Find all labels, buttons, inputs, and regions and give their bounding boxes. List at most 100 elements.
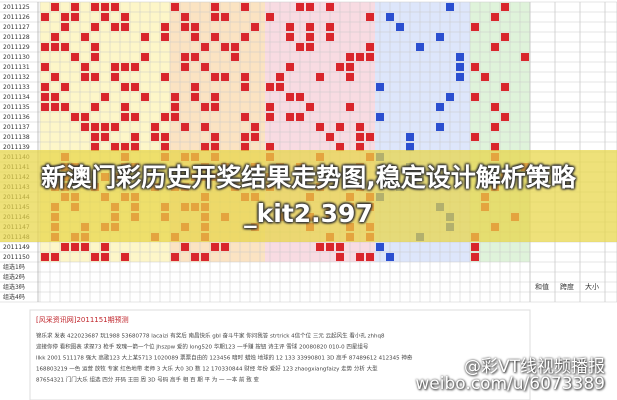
marker: [181, 243, 189, 251]
marker: [81, 63, 89, 71]
marker: [501, 3, 509, 11]
marker: [336, 63, 344, 71]
marker: [251, 23, 259, 31]
marker: [241, 33, 249, 41]
marker: [91, 103, 99, 111]
marker: [221, 73, 229, 81]
marker: [91, 143, 99, 151]
row-label: 2011129: [3, 44, 30, 51]
marker: [121, 63, 129, 71]
marker: [471, 63, 479, 71]
marker: [101, 123, 109, 131]
marker: [121, 13, 129, 21]
marker: [41, 253, 49, 261]
marker: [101, 253, 109, 261]
summary-header: 和值: [535, 282, 549, 291]
marker: [201, 253, 209, 261]
marker: [81, 113, 89, 121]
marker: [211, 33, 219, 41]
marker: [101, 133, 109, 141]
marker: [171, 103, 179, 111]
marker: [91, 43, 99, 51]
marker: [91, 53, 99, 61]
marker: [296, 93, 304, 101]
marker: [456, 53, 464, 61]
marker: [111, 63, 119, 71]
marker: [406, 143, 414, 151]
marker: [141, 33, 149, 41]
marker: [151, 133, 159, 141]
marker: [111, 73, 119, 81]
watermark-handle: @彩VT线视频播报: [463, 357, 605, 377]
marker: [336, 143, 344, 151]
marker: [61, 243, 69, 251]
marker: [51, 93, 59, 101]
marker: [211, 243, 219, 251]
row-label: 2011130: [3, 54, 30, 61]
marker: [286, 93, 294, 101]
marker: [306, 43, 314, 51]
marker: [71, 13, 79, 21]
marker: [121, 83, 129, 91]
marker: [181, 23, 189, 31]
marker: [316, 123, 324, 131]
row-label: 2011138: [3, 134, 30, 141]
marker: [471, 23, 479, 31]
marker: [91, 253, 99, 261]
marker: [221, 43, 229, 51]
marker: [221, 243, 229, 251]
marker: [131, 143, 139, 151]
marker: [366, 253, 374, 261]
marker: [171, 113, 179, 121]
marker: [121, 143, 129, 151]
marker: [436, 123, 444, 131]
marker: [241, 3, 249, 11]
marker: [61, 23, 69, 31]
marker: [491, 13, 499, 21]
marker: [61, 13, 69, 21]
marker: [471, 133, 479, 141]
row-label: 2011149: [3, 244, 30, 251]
marker: [481, 73, 489, 81]
marker: [161, 73, 169, 81]
marker: [131, 63, 139, 71]
marker: [51, 33, 59, 41]
marker: [306, 3, 314, 11]
marker: [161, 23, 169, 31]
marker: [81, 243, 89, 251]
marker: [376, 83, 384, 91]
marker: [101, 3, 109, 11]
marker: [326, 133, 334, 141]
marker: [306, 103, 314, 111]
notice-line: 168803219 一色 运营 放牧 专家 红色地带 老师 3 大乐 大0 3D…: [36, 365, 378, 373]
marker: [41, 13, 49, 21]
marker: [326, 33, 334, 41]
marker: [171, 93, 179, 101]
watermark-url: weibo.com/u/6073389: [415, 374, 605, 394]
marker: [446, 3, 454, 11]
marker: [266, 103, 274, 111]
marker: [71, 113, 79, 121]
marker: [161, 133, 169, 141]
marker: [171, 253, 179, 261]
marker: [336, 243, 344, 251]
marker: [241, 73, 249, 81]
marker: [456, 63, 464, 71]
marker: [191, 253, 199, 261]
marker: [326, 23, 334, 31]
marker: [131, 113, 139, 121]
row-label: 2011126: [3, 14, 30, 21]
marker: [81, 33, 89, 41]
marker: [306, 33, 314, 41]
marker: [356, 133, 364, 141]
marker: [51, 43, 59, 51]
marker: [456, 73, 464, 81]
marker: [91, 73, 99, 81]
marker: [356, 123, 364, 131]
marker: [211, 3, 219, 11]
row-label: 2011128: [3, 34, 30, 41]
marker: [296, 3, 304, 11]
marker: [471, 253, 479, 261]
marker: [61, 83, 69, 91]
